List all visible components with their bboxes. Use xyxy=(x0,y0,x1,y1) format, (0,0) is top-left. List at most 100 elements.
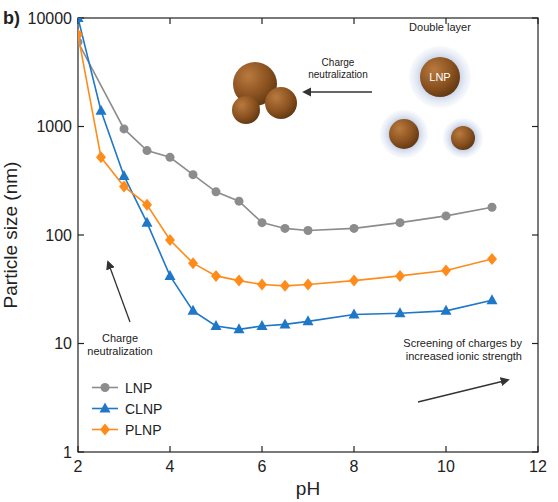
x-tick-top xyxy=(261,18,262,24)
y-tick-label: 1000 xyxy=(36,118,72,135)
x-tick xyxy=(537,446,538,452)
data-point xyxy=(487,294,498,304)
data-point xyxy=(488,203,497,212)
data-point xyxy=(234,323,245,333)
data-point xyxy=(442,211,451,220)
data-point xyxy=(78,29,83,41)
data-point xyxy=(487,253,497,265)
x-tick-top xyxy=(353,18,354,24)
data-point xyxy=(441,265,451,277)
illustration xyxy=(232,46,483,158)
y-tick xyxy=(78,451,84,452)
legend-label: CLNP xyxy=(125,401,162,417)
y-tick-label: 10 xyxy=(54,335,72,352)
y-tick-label: 100 xyxy=(45,227,72,244)
data-point xyxy=(257,278,267,290)
data-point xyxy=(189,170,198,179)
data-point xyxy=(143,146,152,155)
x-tick-top xyxy=(537,18,538,24)
data-point xyxy=(396,218,405,227)
dispersed-particle xyxy=(389,119,419,149)
data-point xyxy=(235,197,244,206)
data-point xyxy=(166,153,175,162)
legend-label: LNP xyxy=(125,380,152,396)
x-tick xyxy=(261,446,262,452)
x-tick-label: 10 xyxy=(437,458,455,475)
data-point xyxy=(257,320,268,330)
x-tick-label: 6 xyxy=(258,458,267,475)
data-point xyxy=(350,224,359,233)
x-tick xyxy=(77,446,78,452)
series-line xyxy=(78,35,492,286)
data-point xyxy=(188,257,198,269)
data-point xyxy=(188,305,199,315)
arrow xyxy=(108,262,130,322)
data-point xyxy=(349,309,360,319)
data-point xyxy=(96,105,107,115)
annotation: Chargeneutralization xyxy=(87,332,152,357)
data-point xyxy=(78,18,84,22)
aggregate-particle xyxy=(232,96,260,124)
double-layer xyxy=(380,110,428,158)
data-point xyxy=(303,278,313,290)
series-line xyxy=(78,42,492,230)
aggregate-particle xyxy=(265,87,297,119)
data-point xyxy=(304,226,313,235)
y-tick-right xyxy=(532,17,538,18)
annotation: LNP xyxy=(429,71,450,83)
data-point xyxy=(211,320,222,330)
data-point xyxy=(142,199,152,211)
series-line xyxy=(78,18,492,329)
x-tick xyxy=(353,446,354,452)
x-axis-title: pH xyxy=(296,478,320,499)
arrow xyxy=(418,380,508,402)
data-point xyxy=(280,280,290,292)
data-point xyxy=(96,151,106,163)
y-tick xyxy=(78,343,84,344)
y-tick xyxy=(78,234,84,235)
data-point xyxy=(165,234,175,246)
annotation: Double layer xyxy=(409,21,471,33)
x-tick-label: 8 xyxy=(350,458,359,475)
data-point xyxy=(349,275,359,287)
y-tick xyxy=(78,126,84,127)
y-tick-label: 10000 xyxy=(28,10,73,27)
arrow xyxy=(304,91,372,92)
x-tick xyxy=(445,446,446,452)
data-point xyxy=(441,305,452,315)
data-point xyxy=(119,180,129,192)
data-point xyxy=(280,318,291,328)
data-layer xyxy=(78,18,498,333)
x-tick xyxy=(169,446,170,452)
data-point xyxy=(119,170,130,180)
data-point xyxy=(258,218,267,227)
data-point xyxy=(165,270,176,280)
panel-label: b) xyxy=(3,8,20,28)
x-tick-top xyxy=(169,18,170,24)
data-point xyxy=(395,270,405,282)
y-tick-label: 1 xyxy=(63,444,72,461)
y-tick-right xyxy=(532,234,538,235)
data-point xyxy=(234,275,244,287)
y-tick-right xyxy=(532,126,538,127)
annotation: Chargeneutralization xyxy=(308,57,367,80)
double-layer xyxy=(443,118,483,158)
data-point xyxy=(211,270,221,282)
data-point xyxy=(212,187,221,196)
plot-frame xyxy=(78,18,538,452)
y-axis-title: Particle size (nm) xyxy=(0,162,21,309)
double-layer xyxy=(409,46,471,108)
annotation: Screening of charges byincreased ionic s… xyxy=(403,337,522,362)
data-point xyxy=(303,315,314,325)
legend-marker xyxy=(100,403,111,413)
chart: 2 4 6 8 10 12 1 10 100 1000 10000 pH Particle size (… xyxy=(0,0,558,502)
x-tick-label: 12 xyxy=(529,458,547,475)
dispersed-particle xyxy=(420,57,460,97)
x-tick-label: 2 xyxy=(74,458,83,475)
legend-marker xyxy=(101,383,110,392)
dispersed-particle xyxy=(451,126,475,150)
legend-marker xyxy=(100,424,110,436)
x-tick-label: 4 xyxy=(166,458,175,475)
legend: LNPCLNPPLNP xyxy=(92,380,162,438)
data-point xyxy=(281,224,290,233)
